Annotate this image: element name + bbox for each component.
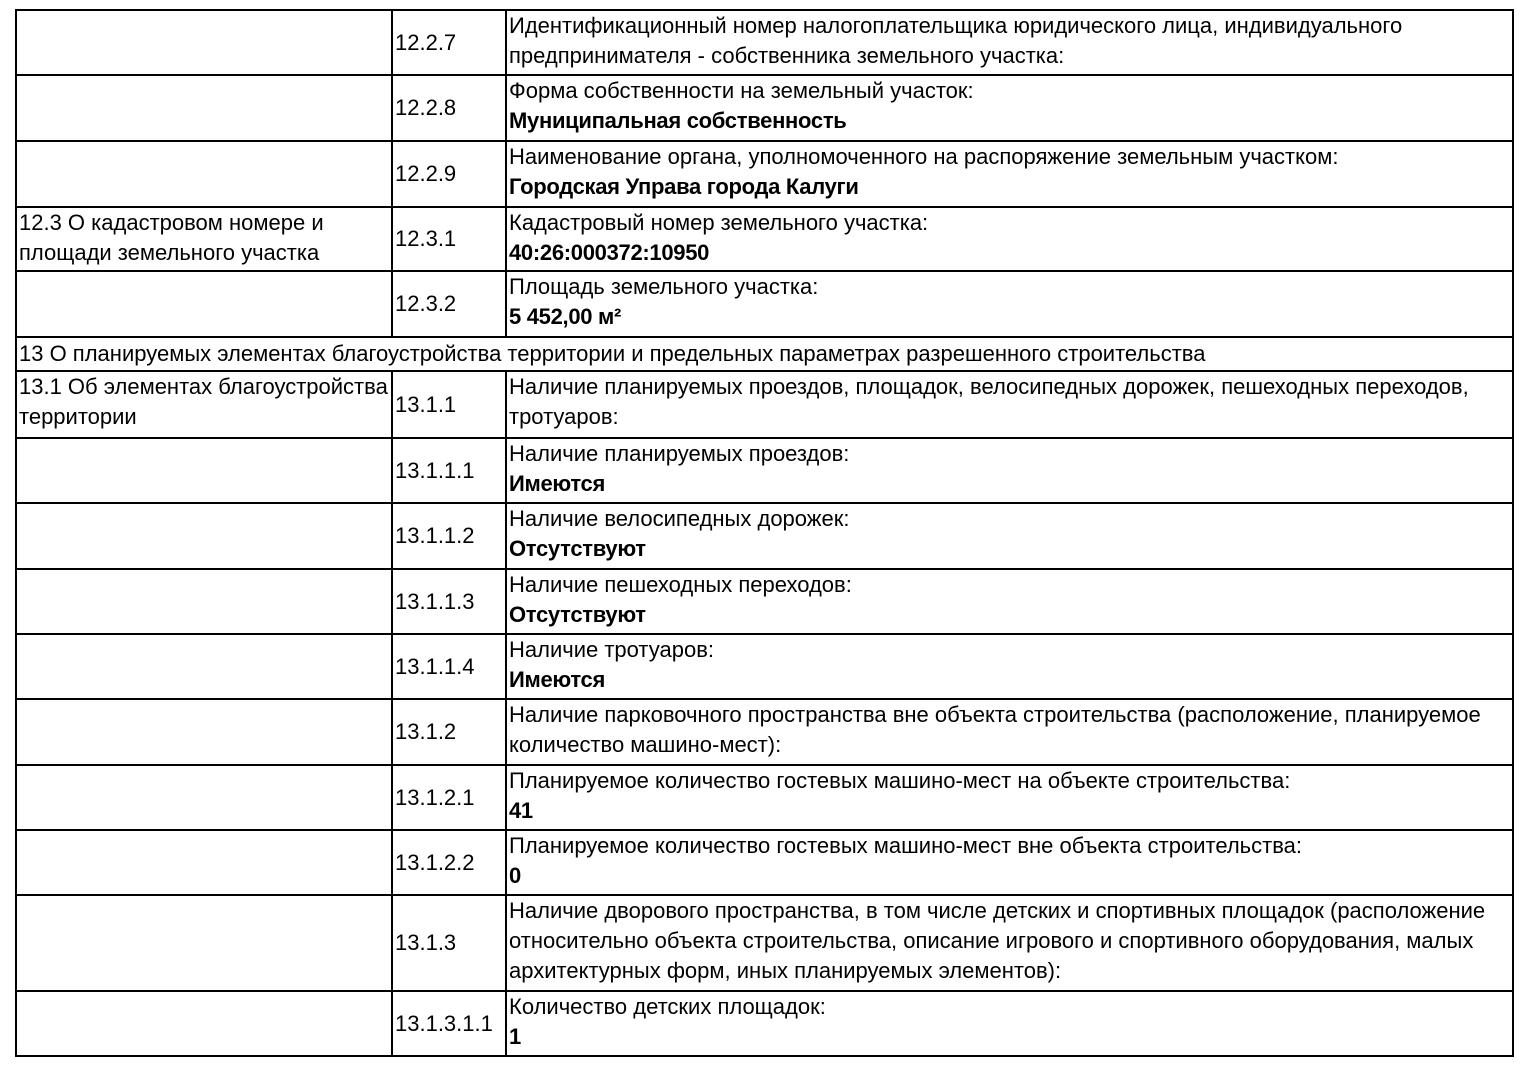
code-cell: 13.1.1.2 xyxy=(391,502,507,570)
section-cell xyxy=(15,764,393,831)
table-row: 13.1.1.3 Наличие пешеходных переходов: Отс… xyxy=(15,568,1514,635)
content-cell: Наличие пешеходных переходов: Отсутствуют xyxy=(505,568,1514,635)
section-cell xyxy=(15,894,393,992)
field-value: Имеются xyxy=(509,471,606,496)
table-row: 13.1.2.1 Планируемое количество гостевых … xyxy=(15,764,1514,831)
section-cell xyxy=(15,568,393,635)
field-label: Идентификационный номер налогоплательщик… xyxy=(509,13,1403,68)
code-cell: 13.1.3 xyxy=(391,894,507,992)
field-label: Наличие планируемых проездов, площадок, … xyxy=(509,374,1469,429)
code-cell: 12.2.7 xyxy=(391,9,507,76)
section-cell xyxy=(15,270,393,338)
code-cell: 13.1.2.1 xyxy=(391,764,507,831)
code-cell: 13.1.3.1.1 xyxy=(391,990,507,1057)
table-row: 12.2.9 Наименование органа, уполномоченно… xyxy=(15,140,1514,208)
field-value: 41 xyxy=(509,798,533,823)
table-row: 13.1 Об элементах благоустройства террит… xyxy=(15,370,1514,439)
table-row: 13.1.1.4 Наличие тротуаров: Имеются xyxy=(15,633,1514,700)
field-value: 0 xyxy=(509,863,521,888)
table-row: 12.2.8 Форма собственности на земельный у… xyxy=(15,74,1514,142)
content-cell: Наличие планируемых проездов: Имеются xyxy=(505,437,1514,504)
field-value: 1 xyxy=(509,1024,521,1049)
field-label: Наличие велосипедных дорожек: xyxy=(509,506,850,531)
content-cell: Наличие парковочного пространства вне об… xyxy=(505,698,1514,766)
code-cell: 12.2.8 xyxy=(391,74,507,142)
field-value: Отсутствуют xyxy=(509,602,646,627)
content-cell: Наименование органа, уполномоченного на … xyxy=(505,140,1514,208)
table-row: 12.3.2 Площадь земельного участка: 5 452,0… xyxy=(15,270,1514,338)
section-cell xyxy=(15,140,393,208)
section-cell xyxy=(15,829,393,896)
field-value: Городская Управа города Калуги xyxy=(509,174,859,199)
section-cell xyxy=(15,74,393,142)
content-cell: Площадь земельного участка: 5 452,00 м² xyxy=(505,270,1514,338)
table-row: 13.1.3 Наличие дворового пространства, в … xyxy=(15,894,1514,992)
table-row: 13.1.1.2 Наличие велосипедных дорожек: Отс… xyxy=(15,502,1514,570)
code-cell: 13.1.2.2 xyxy=(391,829,507,896)
table-row: 13.1.3.1.1 Количество детских площадок: 1 xyxy=(15,990,1514,1057)
field-value: 40:26:000372:10950 xyxy=(509,240,710,265)
section-cell xyxy=(15,698,393,766)
code-cell: 13.1.1 xyxy=(391,370,507,439)
field-value: Имеются xyxy=(509,667,606,692)
field-value: Отсутствуют xyxy=(509,536,646,561)
content-cell: Идентификационный номер налогоплательщик… xyxy=(505,9,1514,76)
field-label: Наличие дворового пространства, в том чи… xyxy=(509,898,1486,983)
section-cell xyxy=(15,9,393,76)
table-row: 13.1.2 Наличие парковочного пространства … xyxy=(15,698,1514,766)
table-row: 12.3 О кадастровом номере и площади земе… xyxy=(15,206,1514,272)
code-cell: 13.1.1.1 xyxy=(391,437,507,504)
field-label: Кадастровый номер земельного участка: xyxy=(509,210,929,235)
field-label: Наличие тротуаров: xyxy=(509,637,714,662)
field-label: Количество детских площадок: xyxy=(509,994,826,1019)
section-cell: 13.1 Об элементах благоустройства террит… xyxy=(15,370,393,439)
field-label: Наличие пешеходных переходов: xyxy=(509,572,852,597)
section-cell: 12.3 О кадастровом номере и площади земе… xyxy=(15,206,393,272)
section-cell xyxy=(15,437,393,504)
field-value: 5 452,00 м² xyxy=(509,304,622,329)
section-cell xyxy=(15,502,393,570)
content-cell: Планируемое количество гостевых машино-м… xyxy=(505,829,1514,896)
content-cell: Наличие велосипедных дорожек: Отсутствуют xyxy=(505,502,1514,570)
field-label: Наличие планируемых проездов: xyxy=(509,441,850,466)
field-label: Наименование органа, уполномоченного на … xyxy=(509,144,1339,169)
content-cell: Планируемое количество гостевых машино-м… xyxy=(505,764,1514,831)
field-label: Площадь земельного участка: xyxy=(509,274,819,299)
declaration-table: 12.2.7 Идентификационный номер налогоплат… xyxy=(15,9,1514,1057)
content-cell: Количество детских площадок: 1 xyxy=(505,990,1514,1057)
table-row: 13.1.1.1 Наличие планируемых проездов: Име… xyxy=(15,437,1514,504)
content-cell: Кадастровый номер земельного участка: 40:… xyxy=(505,206,1514,272)
table-row: 12.2.7 Идентификационный номер налогоплат… xyxy=(15,9,1514,76)
field-value: Муниципальная собственность xyxy=(509,108,847,133)
code-cell: 13.1.2 xyxy=(391,698,507,766)
code-cell: 12.2.9 xyxy=(391,140,507,208)
code-cell: 13.1.1.4 xyxy=(391,633,507,700)
section-header-row: 13 О планируемых элементах благоустройст… xyxy=(15,336,1514,372)
content-cell: Наличие дворового пространства, в том чи… xyxy=(505,894,1514,992)
field-label: Наличие парковочного пространства вне об… xyxy=(509,702,1481,757)
table-row: 13.1.2.2 Планируемое количество гостевых … xyxy=(15,829,1514,896)
section-header: 13 О планируемых элементах благоустройст… xyxy=(15,336,1514,372)
content-cell: Наличие планируемых проездов, площадок, … xyxy=(505,370,1514,439)
code-cell: 13.1.1.3 xyxy=(391,568,507,635)
field-label: Планируемое количество гостевых машино-м… xyxy=(509,768,1291,793)
section-cell xyxy=(15,990,393,1057)
field-label: Форма собственности на земельный участок… xyxy=(509,78,974,103)
code-cell: 12.3.1 xyxy=(391,206,507,272)
code-cell: 12.3.2 xyxy=(391,270,507,338)
section-cell xyxy=(15,633,393,700)
content-cell: Форма собственности на земельный участок… xyxy=(505,74,1514,142)
field-label: Планируемое количество гостевых машино-м… xyxy=(509,833,1302,858)
content-cell: Наличие тротуаров: Имеются xyxy=(505,633,1514,700)
